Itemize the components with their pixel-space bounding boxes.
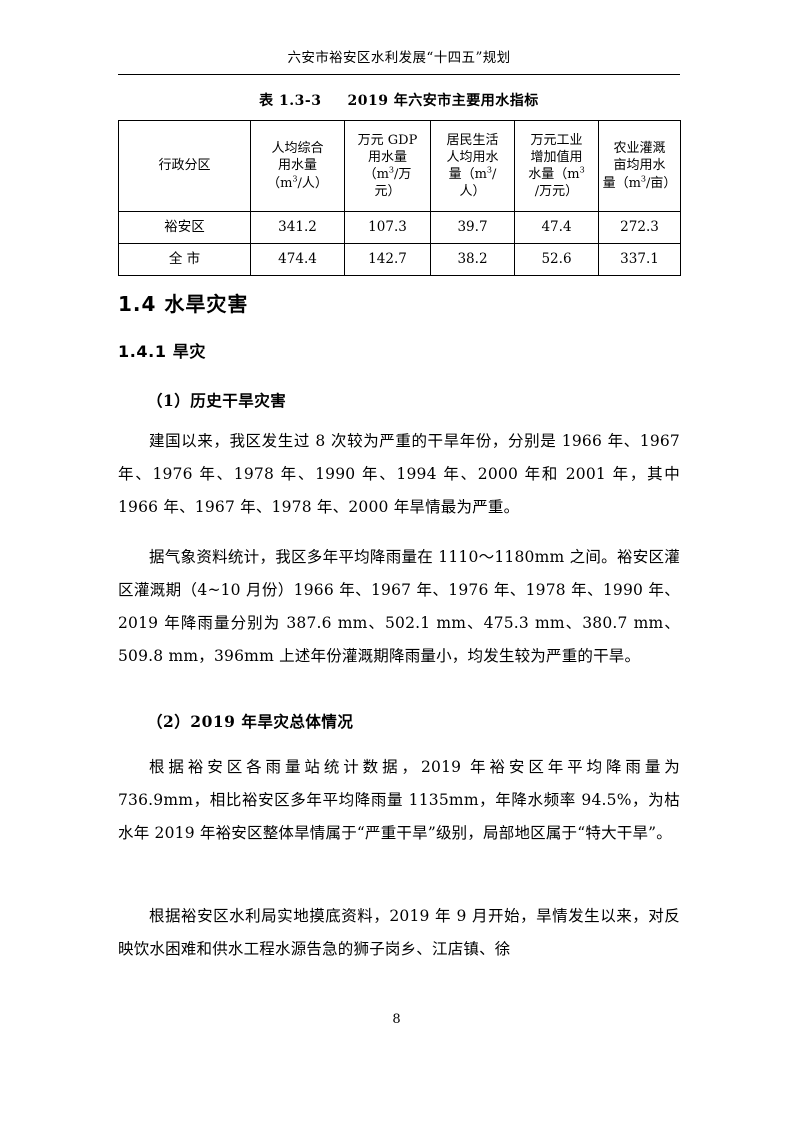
table-cell-region: 裕安区 [118,211,251,244]
table-row: 裕安区 341.2 107.3 39.7 47.4 272.3 [118,211,681,244]
table-cell-value: 142.7 [344,243,431,276]
table-header-cell-irrigation: 农业灌溉 亩均用水 量（m3/亩） [598,120,681,212]
table-header-row: 行政分区 人均综合 用水量 （m3/人） 万元 GDP 用水量 （m3/万 元） 居民生活… [118,120,681,212]
page-number: 8 [392,1012,401,1027]
table-cell-value: 38.2 [430,243,515,276]
table-cell-value: 474.4 [250,243,345,276]
subsection-heading-2019-drought: （2）2019 年旱灾总体情况 [147,712,354,731]
paragraph-rainfall-statistics: 据气象资料统计，我区多年平均降雨量在 1110～1180mm 之间。裕安区灌区灌… [118,548,680,665]
table-cell-value: 272.3 [598,211,681,244]
subsection-heading-history-drought: （1）历史干旱灾害 [147,391,287,410]
paragraph-field-survey: 根据裕安区水利局实地摸底资料，2019 年 9 月开始，旱情发生以来，对反映饮水… [118,907,680,958]
table-caption-number: 表 1.3-3 [259,93,322,109]
table-header-cell-per-capita: 人均综合 用水量 （m3/人） [250,120,345,212]
table-row: 全 市 474.4 142.7 38.2 52.6 337.1 [118,243,681,276]
table-cell-value: 39.7 [430,211,515,244]
table-cell-value: 52.6 [514,243,599,276]
section-heading-1-4-1: 1.4.1 旱灾 [118,342,206,361]
water-indicator-table: 行政分区 人均综合 用水量 （m3/人） 万元 GDP 用水量 （m3/万 元） 居民生活… [118,120,681,276]
table-cell-value: 107.3 [344,211,431,244]
table-caption: 表 1.3-3 2019 年六安市主要用水指标 [118,90,680,110]
table-cell-value: 341.2 [250,211,345,244]
paragraph-2019-rainfall: 根据裕安区各雨量站统计数据，2019 年裕安区年平均降雨量为 736.9mm，相… [118,758,680,842]
table-cell-region: 全 市 [118,243,251,276]
running-header: 六安市裕安区水利发展“十四五”规划 [287,50,511,66]
table-cell-value: 47.4 [514,211,599,244]
table-header-cell-industry: 万元工业 增加值用 水量（m3/万元） [514,120,599,212]
paragraph-history-drought-years: 建国以来，我区发生过 8 次较为严重的干旱年份，分别是 1966 年、1967 … [118,432,680,516]
table-caption-title: 2019 年六安市主要用水指标 [347,93,539,109]
water-indicator-table-wrapper: 行政分区 人均综合 用水量 （m3/人） 万元 GDP 用水量 （m3/万 元） 居民生活… [118,120,681,276]
table-header-cell-residential: 居民生活 人均用水 量（m3/人） [430,120,515,212]
table-header-cell-region: 行政分区 [118,120,251,212]
table-header-cell-gdp: 万元 GDP 用水量 （m3/万 元） [344,120,431,212]
header-divider-line [118,74,680,75]
table-cell-value: 337.1 [598,243,681,276]
section-heading-1-4: 1.4 水旱灾害 [118,292,249,316]
